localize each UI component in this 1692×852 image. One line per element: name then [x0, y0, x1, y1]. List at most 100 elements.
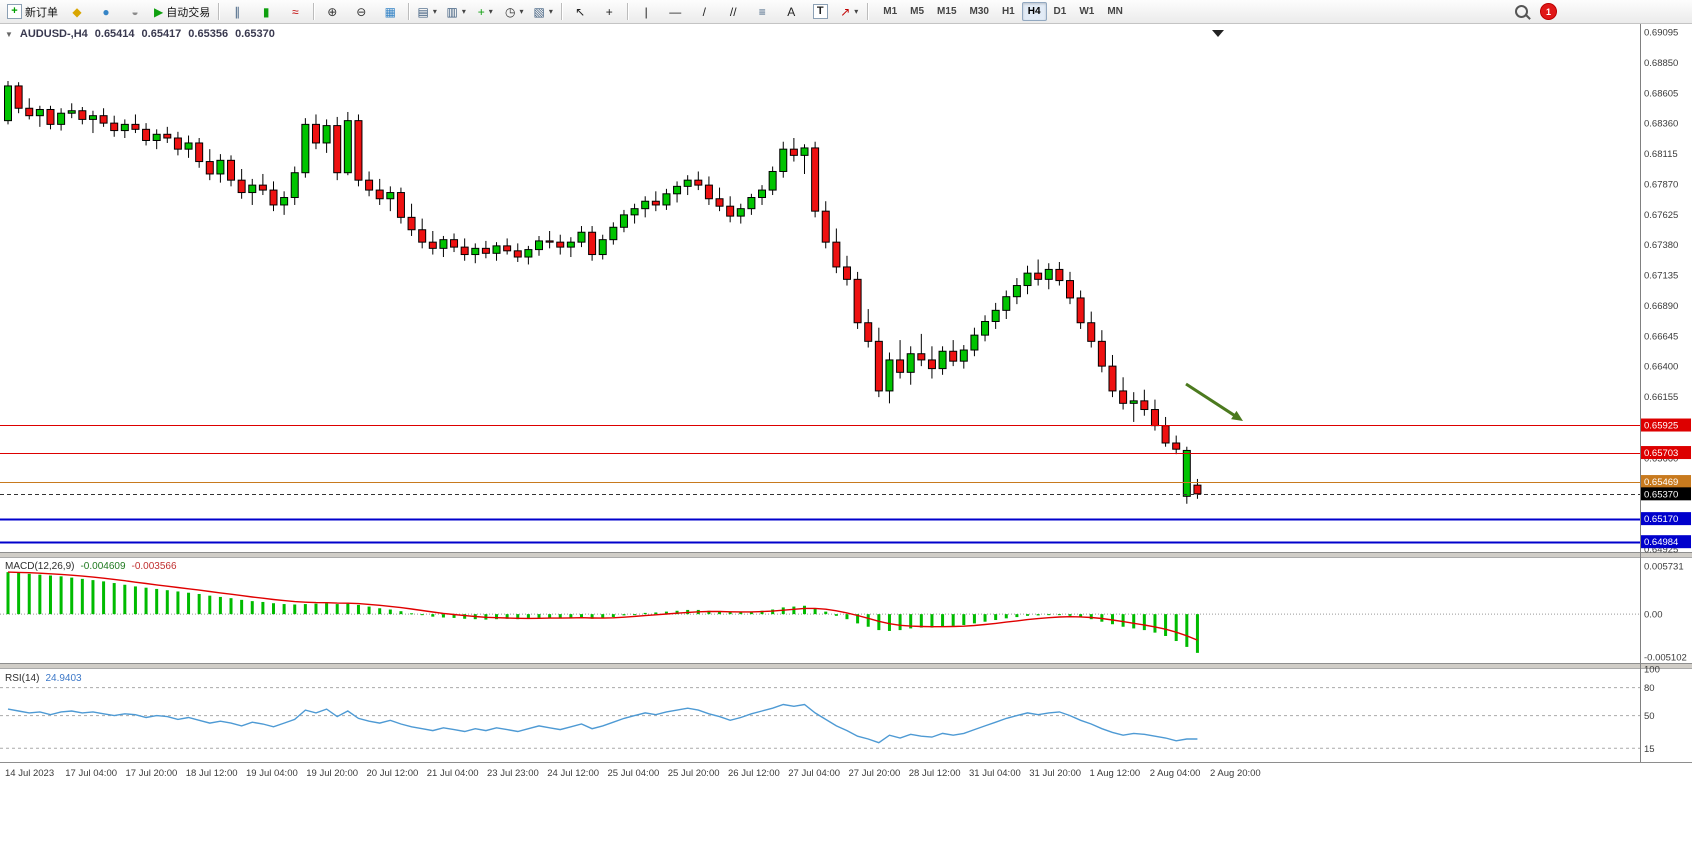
macd-signal-line — [7, 571, 1198, 641]
timeframe-m15[interactable]: M15 — [937, 6, 957, 17]
toolbar-separator — [408, 3, 410, 20]
toolbar-separator — [867, 3, 869, 20]
time-axis[interactable]: 14 Jul 2023 17 Jul 04:00 17 Jul 20:00 18 Ju… — [5, 768, 1261, 779]
toolbar-separator — [627, 3, 629, 20]
vertical-line-button[interactable]: | — [632, 1, 660, 23]
timeframe-h4[interactable]: H4 — [1021, 2, 1047, 21]
trend-arrow-annotation[interactable] — [1185, 382, 1243, 421]
svg-text:1 Aug 12:00: 1 Aug 12:00 — [1090, 768, 1141, 779]
channel-icon: // — [729, 4, 737, 19]
trendline-icon: / — [702, 4, 706, 19]
horizontal-line-button[interactable]: — — [661, 1, 689, 23]
svg-text:27 Jul 20:00: 27 Jul 20:00 — [849, 768, 901, 779]
ohlc-low: 0.65356 — [188, 28, 229, 40]
rsi-value: 24.9403 — [45, 673, 82, 684]
market-watch-icon: ● — [102, 4, 110, 19]
label-icon: T — [812, 4, 828, 19]
indicators-button[interactable]: + ▾ — [471, 1, 499, 23]
candlestick-chart-button[interactable]: ▮ — [252, 1, 280, 23]
candlestick-icon: ▮ — [262, 4, 270, 19]
svg-text:0.69095: 0.69095 — [1644, 28, 1678, 39]
chart-window: 0.69095 0.68850 0.68605 0.68360 0.68115 0.678… — [0, 24, 1692, 852]
price-axis[interactable]: 0.69095 0.68850 0.68605 0.68360 0.68115 0.678… — [1640, 24, 1679, 762]
svg-text:19 Jul 20:00: 19 Jul 20:00 — [306, 768, 358, 779]
timeframe-m1[interactable]: M1 — [883, 6, 898, 17]
svg-text:0.65370: 0.65370 — [1644, 489, 1678, 500]
svg-text:0.64984: 0.64984 — [1644, 537, 1678, 548]
notification-badge[interactable]: 1 — [1540, 3, 1557, 20]
svg-text:0.64925: 0.64925 — [1644, 545, 1678, 556]
data-window-icon: ◒ — [131, 4, 139, 19]
fibonacci-button[interactable]: ≡ — [748, 1, 776, 23]
channel-button[interactable]: // — [719, 1, 747, 23]
vertical-line-icon: | — [644, 4, 648, 19]
svg-text:0.65170: 0.65170 — [1644, 514, 1678, 525]
svg-text:0.67625: 0.67625 — [1644, 210, 1678, 221]
chart-shift-marker[interactable] — [1212, 30, 1224, 37]
dropdown-caret-icon: ▾ — [854, 7, 859, 16]
trendline-button[interactable]: / — [690, 1, 718, 23]
periods-button[interactable]: ◷ ▾ — [500, 1, 528, 23]
panel-separators[interactable] — [0, 552, 1692, 763]
svg-text:0.68850: 0.68850 — [1644, 58, 1678, 69]
arrows-button[interactable]: ↗ ▾ — [835, 1, 863, 23]
svg-text:0.65925: 0.65925 — [1644, 421, 1678, 432]
price-tag-0.65469: 0.65469 — [1641, 475, 1691, 489]
timeframe-d1[interactable]: D1 — [1053, 6, 1067, 17]
arrow-object-icon: ↗ — [840, 4, 851, 19]
chart-header: ▼ AUDUSD-,H4 0.65414 0.65417 0.65356 0.6… — [5, 28, 275, 40]
ohlc-close: 0.65370 — [235, 28, 275, 40]
svg-text:0.00: 0.00 — [1644, 610, 1663, 621]
window-menu-button[interactable]: ▥ ▾ — [442, 1, 470, 23]
windows-icon: ▥ — [446, 4, 458, 19]
price-chart[interactable]: 0.69095 0.68850 0.68605 0.68360 0.68115 0.678… — [0, 24, 1692, 852]
timeframe-m5[interactable]: M5 — [910, 6, 925, 17]
timeframe-h1[interactable]: H1 — [1001, 6, 1015, 17]
price-tag-0.65925: 0.65925 — [1641, 418, 1691, 432]
svg-text:0.67380: 0.67380 — [1644, 240, 1678, 251]
ohlc-high: 0.65417 — [141, 28, 182, 40]
market-watch-button[interactable]: ● — [92, 1, 120, 23]
charts-menu-button[interactable]: ▤ ▾ — [413, 1, 441, 23]
label-button[interactable]: T — [806, 1, 834, 23]
svg-text:0.66155: 0.66155 — [1644, 392, 1678, 403]
timeframe-mn[interactable]: MN — [1107, 6, 1123, 17]
zoom-in-button[interactable]: ⊕ — [318, 1, 346, 23]
autotrading-button[interactable]: ▶ 自动交易 — [150, 1, 214, 23]
timeframe-w1[interactable]: W1 — [1079, 6, 1095, 17]
bar-chart-button[interactable]: ∥ — [223, 1, 251, 23]
zoom-out-button[interactable]: ⊖ — [347, 1, 375, 23]
timeframe-m30[interactable]: M30 — [969, 6, 989, 17]
svg-text:0.66400: 0.66400 — [1644, 362, 1678, 373]
svg-text:25 Jul 04:00: 25 Jul 04:00 — [608, 768, 660, 779]
svg-text:0.66645: 0.66645 — [1644, 331, 1678, 342]
fibonacci-icon: ≡ — [758, 4, 766, 19]
template-icon: ▧ — [533, 4, 545, 19]
dropdown-caret-icon: ▾ — [519, 7, 524, 16]
rsi-panel: 100 80 50 15 — [0, 665, 1660, 755]
macd-name: MACD(12,26,9) — [5, 561, 75, 572]
svg-text:2 Aug 04:00: 2 Aug 04:00 — [1150, 768, 1201, 779]
collapse-chevron-icon[interactable]: ▼ — [5, 29, 13, 39]
svg-text:14 Jul 2023: 14 Jul 2023 — [5, 768, 54, 779]
crosshair-button[interactable]: + — [595, 1, 623, 23]
magnifier-icon[interactable] — [1515, 5, 1528, 18]
data-window-button[interactable]: ◒ — [121, 1, 149, 23]
line-chart-button[interactable]: ≈ — [281, 1, 309, 23]
new-order-button[interactable]: + 新订单 — [3, 1, 62, 23]
macd-indicator-label: MACD(12,26,9) -0.004609 -0.003566 — [5, 561, 177, 572]
cursor-button[interactable]: ↖ — [566, 1, 594, 23]
svg-text:0.68115: 0.68115 — [1644, 149, 1678, 160]
svg-text:100: 100 — [1644, 665, 1660, 676]
horizontal-line-icon: — — [669, 4, 682, 19]
timeframe-group: M1 M5 M15 M30 H1 H4 D1 W1 MN — [877, 2, 1129, 21]
dropdown-caret-icon: ▾ — [488, 7, 493, 16]
svg-text:26 Jul 12:00: 26 Jul 12:00 — [728, 768, 780, 779]
svg-text:27 Jul 04:00: 27 Jul 04:00 — [788, 768, 840, 779]
templates-button[interactable]: ▧ ▾ — [529, 1, 557, 23]
text-button[interactable]: A — [777, 1, 805, 23]
tile-windows-button[interactable]: ▦ — [376, 1, 404, 23]
chart-profile-button[interactable]: ◆ — [63, 1, 91, 23]
macd-signal-value: -0.003566 — [131, 561, 177, 572]
svg-text:25 Jul 20:00: 25 Jul 20:00 — [668, 768, 720, 779]
